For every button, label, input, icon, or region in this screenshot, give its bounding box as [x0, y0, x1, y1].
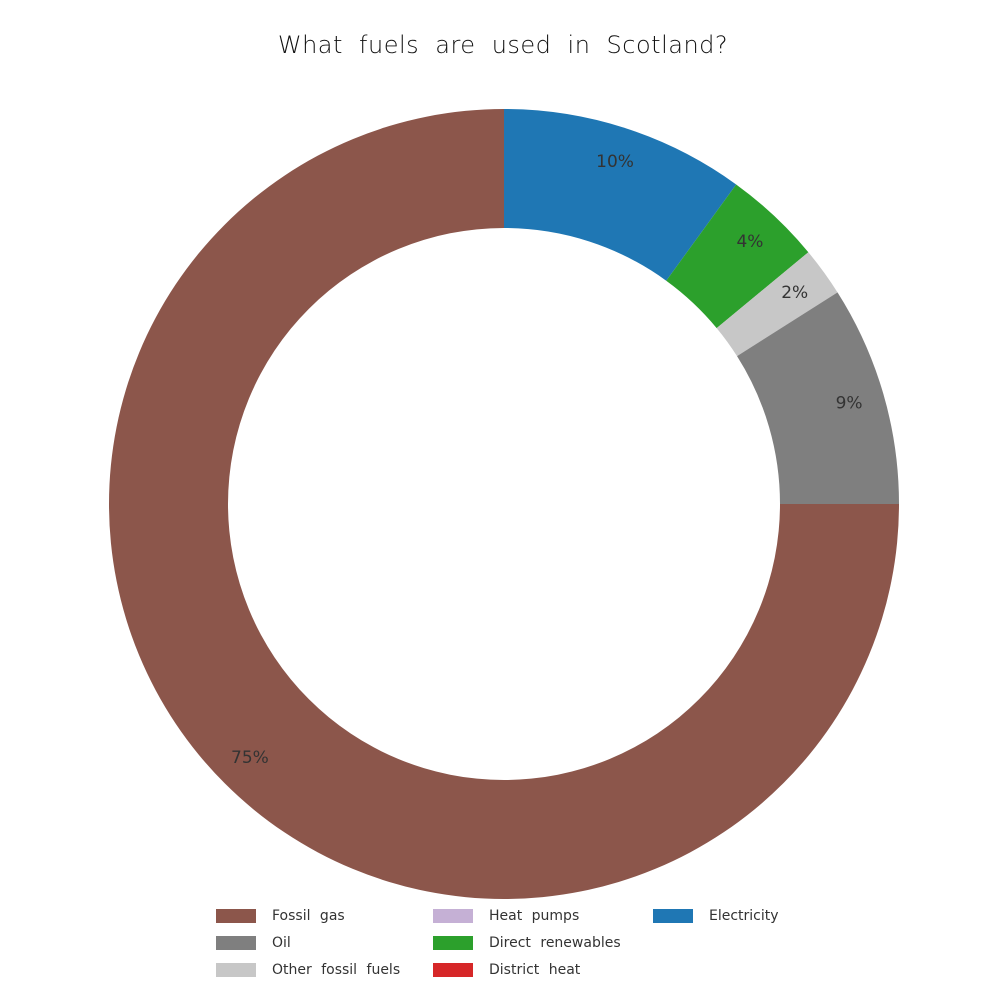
legend-item-electricity: Electricity	[653, 908, 779, 924]
legend-label: Fossil gas	[272, 908, 345, 924]
legend: Fossil gas Oil Other fossil fuels Heat pump…	[216, 908, 779, 978]
legend-label: District heat	[489, 962, 581, 978]
slice-fossil-gas	[109, 109, 899, 899]
slice-label-oil: 9%	[836, 394, 863, 414]
legend-swatch	[653, 909, 693, 923]
chart-title: What fuels are used in Scotland?	[278, 31, 728, 59]
legend-item-oil: Oil	[216, 935, 291, 951]
legend-swatch	[433, 963, 473, 977]
slice-label-fossil-gas: 75%	[231, 748, 269, 768]
donut-slices	[109, 109, 899, 899]
legend-item-district-heat: District heat	[433, 962, 581, 978]
legend-label: Electricity	[709, 908, 779, 924]
slice-direct-renewables	[666, 184, 809, 329]
legend-swatch	[433, 936, 473, 950]
slice-other-fossil-fuels	[716, 252, 838, 357]
legend-item-other-fossil-fuels: Other fossil fuels	[216, 962, 400, 978]
slice-oil	[737, 292, 899, 504]
slice-label-direct-renewables: 4%	[736, 232, 763, 252]
legend-swatch	[216, 963, 256, 977]
legend-label: Heat pumps	[489, 908, 579, 924]
slice-electricity	[504, 109, 737, 281]
slice-label-electricity: 10%	[596, 152, 634, 172]
slice-labels: 10% 4% 2% 9% 75%	[231, 152, 863, 768]
legend-label: Oil	[272, 935, 291, 951]
legend-swatch	[216, 936, 256, 950]
legend-item-direct-renewables: Direct renewables	[433, 935, 621, 951]
legend-label: Direct renewables	[489, 935, 621, 951]
slice-label-other-fossil-fuels: 2%	[781, 283, 808, 303]
legend-item-fossil-gas: Fossil gas	[216, 908, 345, 924]
legend-swatch	[433, 909, 473, 923]
legend-label: Other fossil fuels	[272, 962, 400, 978]
legend-swatch	[216, 909, 256, 923]
legend-item-heat-pumps: Heat pumps	[433, 908, 579, 924]
